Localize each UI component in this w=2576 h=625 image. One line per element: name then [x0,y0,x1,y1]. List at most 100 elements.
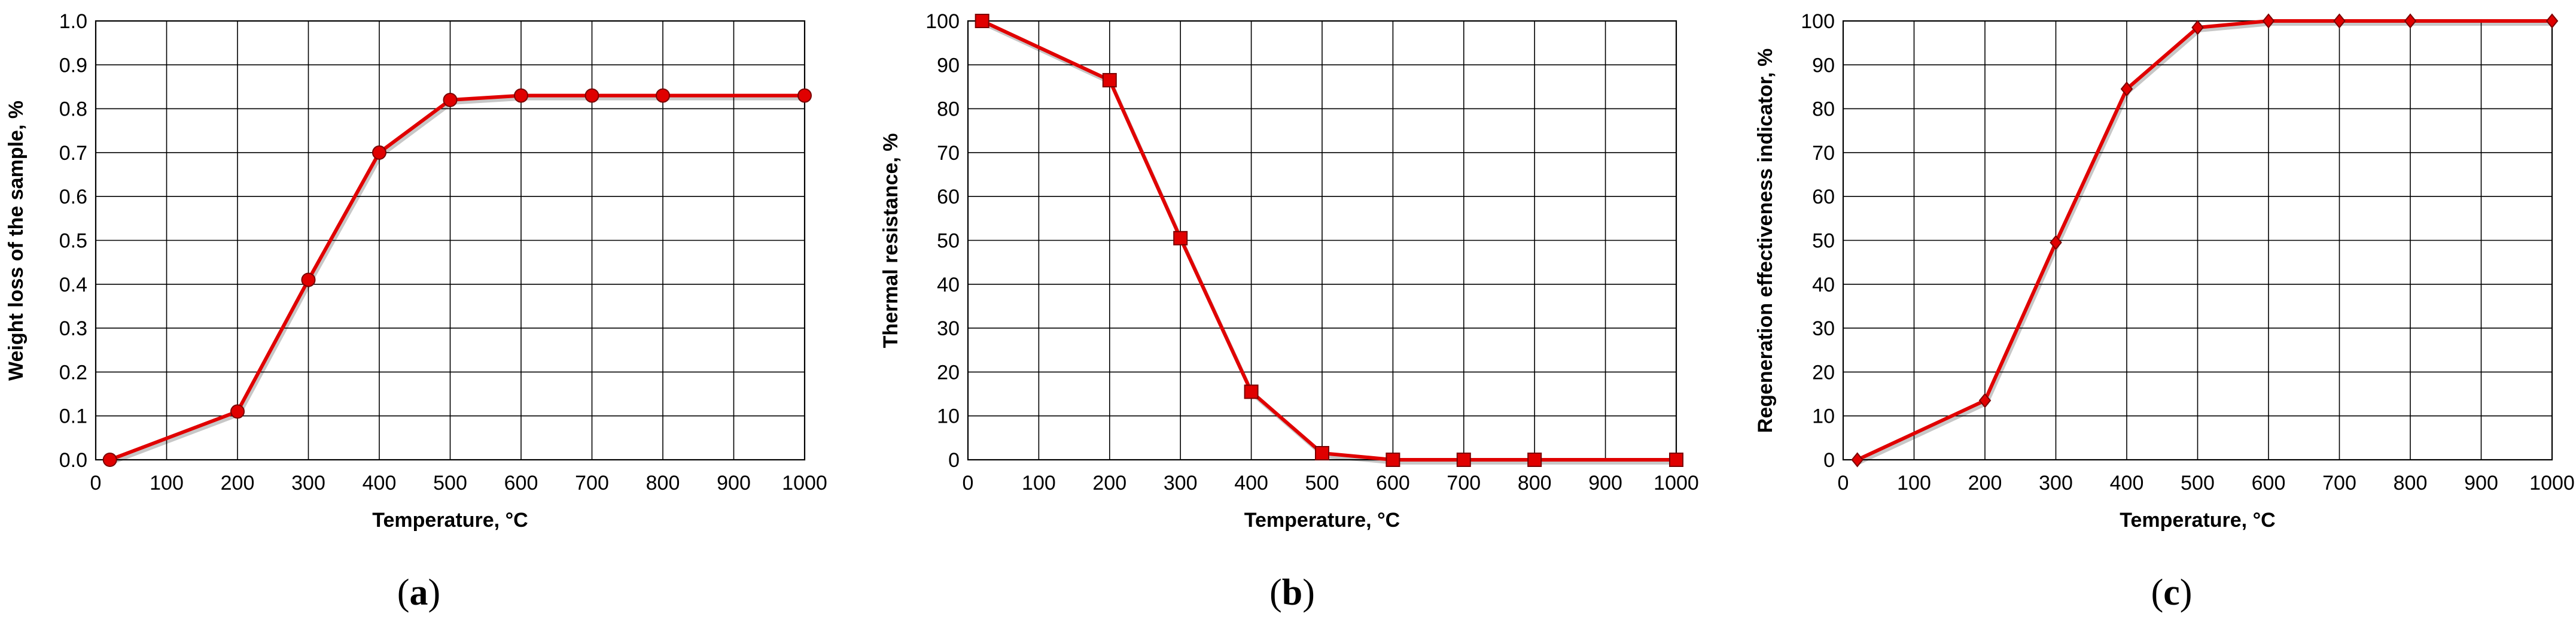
y-tick-label: 0.1 [59,405,87,428]
data-point [1456,453,1471,467]
data-point [2050,235,2062,250]
x-tick-label: 700 [1447,472,1481,494]
y-tick-label: 100 [1801,10,1835,33]
x-tick-label: 800 [646,472,680,494]
y-tick-label: 90 [937,54,960,77]
y-tick-label: 0 [1823,449,1835,472]
y-tick-label: 60 [1812,186,1835,208]
x-tick-label: 800 [2394,472,2428,494]
y-tick-label: 0 [948,449,960,472]
data-point [102,453,117,467]
y-tick-label: 0.9 [59,54,87,77]
y-tick-label: 40 [1812,274,1835,296]
x-tick-label: 900 [717,472,751,494]
y-axis-label: Thermal resistance, % [879,133,902,348]
x-tick-label: 0 [1838,472,1849,494]
y-tick-label: 30 [937,317,960,340]
x-tick-label: 200 [1968,472,2002,494]
data-point [1244,384,1259,399]
x-tick-label: 1000 [782,472,827,494]
x-axis-label: Temperature, °C [2120,509,2275,532]
y-tick-label: 50 [1812,230,1835,253]
data-point [1978,393,1992,408]
panel-label: (a) [397,572,440,613]
y-tick-label: 10 [937,405,960,428]
y-tick-label: 100 [925,10,960,33]
data-point [301,272,316,287]
data-point [656,88,670,103]
series-line-shadow [1858,22,2554,465]
data-point [1669,453,1683,467]
data-point [1527,453,1542,467]
data-point [1102,72,1117,87]
y-tick-label: 30 [1812,317,1835,340]
data-point [1315,446,1329,461]
y-tick-label: 20 [937,361,960,384]
x-tick-label: 300 [2039,472,2073,494]
y-tick-label: 0.7 [59,142,87,165]
y-tick-label: 50 [937,230,960,253]
chart-b: 0 100 200 300 400 500 600 700 800 900 1000 0 10 20 30 4… [879,10,1699,613]
x-tick-label: 0 [963,472,974,494]
y-tick-label: 10 [1812,405,1835,428]
data-point [372,145,386,160]
data-point [1851,452,1864,468]
data-point [975,14,989,28]
y-tick-label: 90 [1812,54,1835,77]
x-tick-label: 500 [1305,472,1339,494]
x-axis-label: Temperature, °C [1244,509,1400,532]
y-tick-label: 0.4 [59,274,87,296]
chart-a: 0 100 200 300 400 500 600 700 800 900 1000 0.0 0.1 0.… [5,10,827,613]
x-tick-label: 1000 [1654,472,1699,494]
plot-frame [95,20,806,461]
data-point [230,404,245,419]
series-line [109,93,805,462]
x-tick-label: 100 [1022,472,1056,494]
x-tick-label: 100 [150,472,184,494]
x-tick-label: 900 [2464,472,2498,494]
x-tick-label: 0 [90,472,102,494]
x-tick-label: 400 [1234,472,1268,494]
series-line-shadow [111,96,806,465]
y-tick-label: 70 [1812,142,1835,165]
y-tick-label: 80 [937,98,960,121]
panel-label: (b) [1269,572,1315,613]
chart-c: 0 100 200 300 400 500 600 700 800 900 1000 0 10 20 30 4… [1754,10,2575,613]
y-tick-label: 0.6 [59,186,87,208]
x-tick-label: 400 [2110,472,2144,494]
x-tick-label: 400 [363,472,397,494]
x-tick-label: 800 [1518,472,1552,494]
data-point [1173,230,1188,245]
x-tick-label: 300 [291,472,325,494]
x-tick-label: 500 [433,472,467,494]
data-point [1386,453,1400,467]
data-point [584,88,599,103]
y-tick-label: 1.0 [59,10,87,33]
y-tick-label: 60 [937,186,960,208]
data-point [2262,13,2275,29]
y-tick-label: 0.3 [59,317,87,340]
data-point [514,88,528,103]
data-point [2545,13,2559,29]
y-tick-label: 0.0 [59,449,87,472]
x-tick-label: 600 [2252,472,2286,494]
data-point [443,92,458,107]
x-tick-label: 200 [221,472,255,494]
y-tick-label: 70 [937,142,960,165]
x-axis-label: Temperature, °C [372,509,528,532]
x-tick-label: 300 [1164,472,1198,494]
series-line-shadow [983,22,1678,465]
x-tick-label: 600 [504,472,538,494]
x-tick-label: 600 [1376,472,1410,494]
x-tick-label: 900 [1588,472,1622,494]
panel-label: (c) [2151,572,2193,613]
x-tick-label: 500 [2181,472,2215,494]
x-tick-label: 700 [2322,472,2356,494]
y-axis-label: Weight loss of the sample, % [5,101,28,381]
data-point [2191,20,2204,35]
data-point [2404,13,2417,29]
y-tick-label: 0.5 [59,230,87,253]
x-tick-label: 700 [575,472,609,494]
x-tick-label: 200 [1092,472,1126,494]
